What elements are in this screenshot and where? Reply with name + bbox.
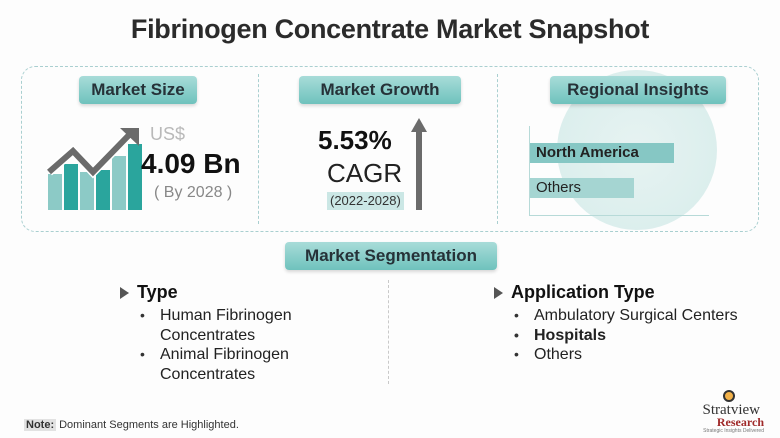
cagr-label: CAGR (327, 158, 403, 188)
market-segmentation-heading: Market Segmentation (285, 242, 497, 270)
segment-heading-text: Application Type (511, 282, 655, 302)
snapshot-box (21, 66, 759, 232)
segment-heading-text: Type (137, 282, 178, 302)
region-bar-others: Others (530, 178, 634, 198)
triangle-bullet-icon (120, 286, 129, 299)
segment-application-type: Application Type Ambulatory Surgical Cen… (494, 282, 744, 365)
divider (497, 74, 498, 224)
segment-heading: Type (120, 282, 330, 303)
region-bar-north-america: North America (530, 143, 674, 163)
footnote: Note: Dominant Segments are Highlighted. (24, 419, 239, 431)
cagr-value: 5.53% (318, 125, 392, 155)
cagr-period: (2022-2028) (327, 192, 404, 210)
logo-wordmark: Stratview (702, 402, 761, 418)
list-item: Human Fibrinogen Concentrates (140, 306, 330, 345)
stratview-logo: Stratview Research Strategic Insights De… (680, 390, 770, 434)
market-size-year: ( By 2028 ) (154, 184, 233, 201)
up-arrow-icon (411, 118, 427, 210)
triangle-bullet-icon (494, 286, 503, 299)
regional-insights-heading: Regional Insights (550, 76, 726, 104)
list-item-dominant: Hospitals (514, 326, 744, 346)
chart-axis-y (529, 126, 530, 215)
list-item: Animal Fibrinogen Concentrates (140, 345, 330, 384)
logo-subword: Research (716, 415, 764, 429)
market-size-heading: Market Size (79, 76, 197, 104)
chart-axis-x (529, 215, 709, 216)
note-text: Dominant Segments are Highlighted. (59, 419, 239, 431)
divider (258, 74, 259, 224)
list-item: Ambulatory Surgical Centers (514, 306, 744, 326)
market-size-value: 4.09 Bn (141, 148, 241, 179)
segment-divider (388, 280, 389, 384)
segment-type: Type Human Fibrinogen Concentrates Anima… (120, 282, 330, 384)
logo-tagline: Strategic Insights Delivered (703, 428, 764, 434)
segment-heading: Application Type (494, 282, 744, 303)
note-label: Note: (24, 419, 57, 431)
bar-chart-growth-icon (46, 128, 142, 210)
magnifier-chart-icon (723, 390, 735, 402)
market-growth-heading: Market Growth (299, 76, 461, 104)
page-title: Fibrinogen Concentrate Market Snapshot (130, 14, 650, 44)
list-item: Others (514, 345, 744, 365)
currency-label: US$ (150, 124, 186, 144)
